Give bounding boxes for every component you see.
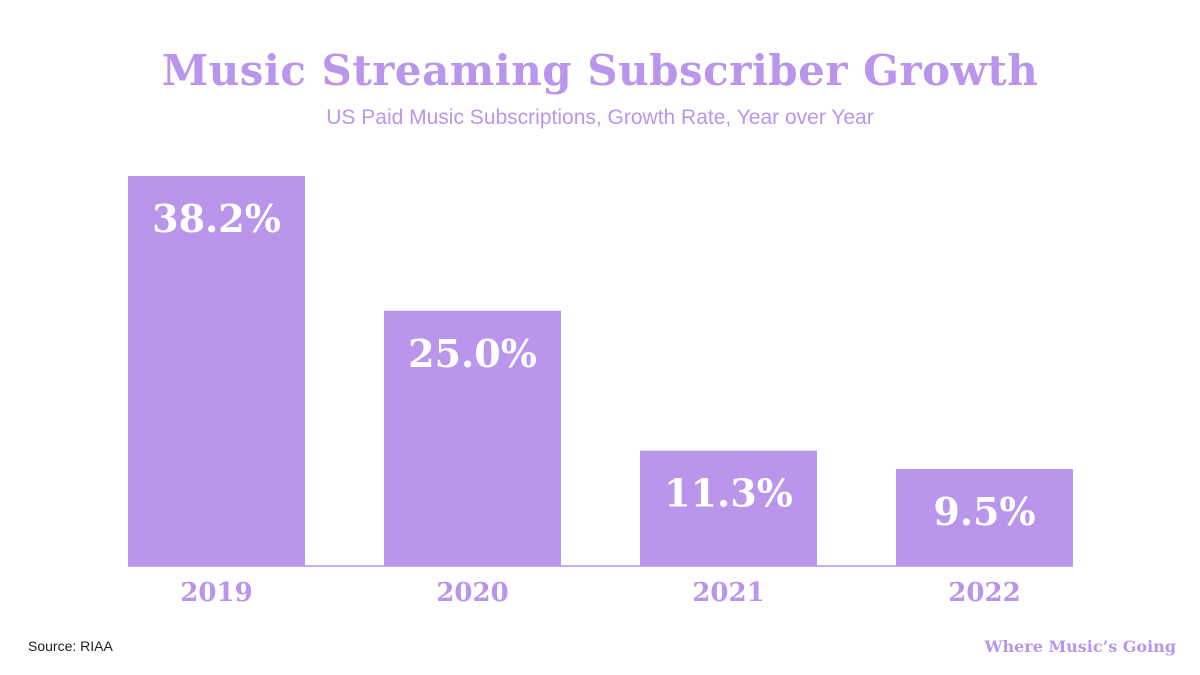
bar-value-label: 9.5% bbox=[933, 489, 1035, 534]
bar-2021 bbox=[640, 450, 817, 566]
x-tick-label: 2022 bbox=[948, 578, 1020, 608]
bar-2020 bbox=[384, 310, 561, 566]
x-tick-label: 2019 bbox=[180, 578, 252, 608]
bar-2022 bbox=[896, 469, 1073, 566]
source-note: Source: RIAA bbox=[28, 638, 113, 654]
bar-chart: 38.2% 2019 25.0% 2020 11.3% 2021 9.5% 2022 bbox=[128, 176, 1073, 608]
bar-value-label: 38.2% bbox=[152, 196, 281, 241]
x-tick-label: 2021 bbox=[692, 578, 764, 608]
x-tick-label: 2020 bbox=[436, 578, 508, 608]
bar-value-label: 25.0% bbox=[408, 331, 537, 376]
bar-value-label: 11.3% bbox=[664, 471, 793, 516]
chart-title: Music Streaming Subscriber Growth bbox=[161, 46, 1039, 95]
bar-2019 bbox=[128, 176, 305, 566]
brand-logo-text: Where Music’s Going bbox=[984, 637, 1176, 656]
chart-subtitle: US Paid Music Subscriptions, Growth Rate… bbox=[326, 106, 874, 129]
